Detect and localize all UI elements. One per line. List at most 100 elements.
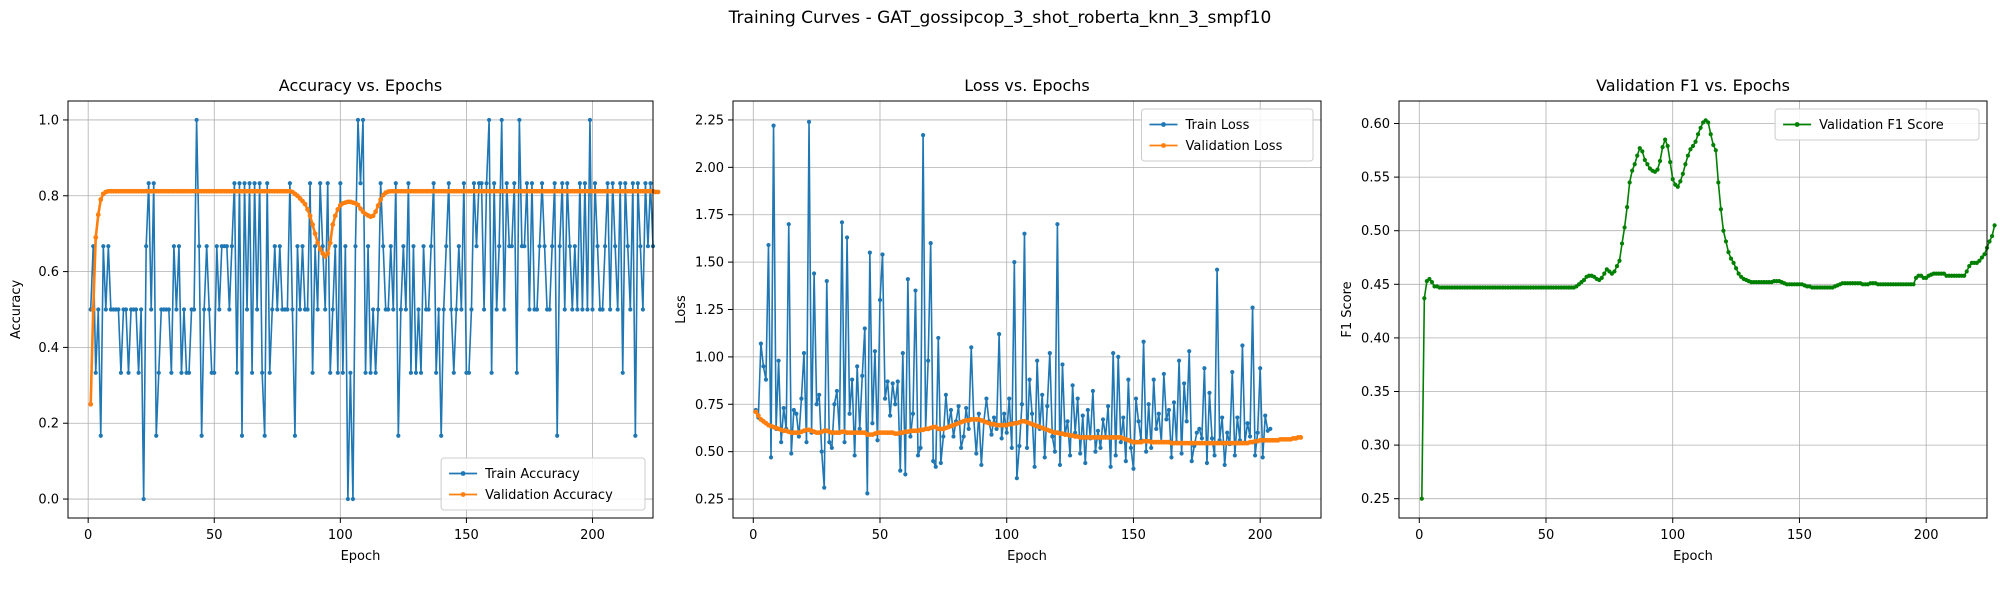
- data-point: [509, 244, 514, 249]
- data-point: [1622, 225, 1627, 230]
- data-point: [638, 244, 643, 249]
- chart-title: Validation F1 vs. Epochs: [1596, 76, 1790, 95]
- data-point: [287, 181, 292, 186]
- data-point: [1057, 462, 1063, 468]
- data-point: [1100, 417, 1106, 422]
- data-point: [643, 181, 648, 186]
- data-point: [300, 244, 305, 249]
- data-point: [227, 307, 232, 312]
- y-tick-label: 0.50: [695, 445, 724, 460]
- data-point: [285, 307, 290, 312]
- data-point: [1637, 146, 1642, 151]
- data-point: [1014, 476, 1019, 481]
- data-point: [1731, 260, 1736, 265]
- data-point: [1007, 396, 1012, 401]
- data-point: [307, 213, 313, 219]
- data-point: [1136, 419, 1141, 424]
- data-point: [1204, 460, 1210, 466]
- data-point: [494, 307, 499, 312]
- data-point: [1194, 430, 1199, 435]
- data-point: [1987, 239, 1992, 244]
- data-point: [93, 370, 98, 375]
- data-point: [338, 181, 343, 186]
- data-point: [1911, 282, 1916, 287]
- data-point: [799, 396, 804, 401]
- data-point: [1189, 459, 1194, 464]
- data-point: [1111, 351, 1116, 356]
- data-point: [360, 117, 366, 123]
- data-point: [1247, 434, 1253, 439]
- data-point: [212, 370, 217, 375]
- data-point: [1723, 239, 1729, 244]
- data-point: [974, 451, 979, 456]
- data-point: [615, 307, 620, 312]
- data-point: [431, 181, 436, 186]
- data-point: [918, 445, 923, 450]
- data-point: [875, 438, 880, 443]
- data-point: [1642, 157, 1647, 163]
- data-point: [118, 370, 124, 375]
- data-point: [572, 244, 577, 249]
- data-point: [376, 307, 381, 312]
- data-point: [350, 496, 356, 502]
- data-point: [1009, 445, 1014, 450]
- data-point: [174, 307, 179, 312]
- data-point: [365, 244, 371, 249]
- x-tick-label: 0: [84, 528, 92, 543]
- data-point: [997, 332, 1002, 337]
- series-validation-accuracy: [88, 188, 661, 407]
- data-point: [1187, 349, 1192, 354]
- data-point: [1979, 255, 1985, 260]
- data-point: [941, 434, 946, 439]
- data-point: [327, 240, 333, 246]
- data-point: [461, 181, 466, 186]
- data-point: [1055, 222, 1060, 227]
- data-point: [328, 370, 333, 375]
- data-point: [169, 370, 174, 375]
- data-point: [487, 117, 492, 123]
- data-point: [1078, 451, 1083, 456]
- data-point: [497, 244, 502, 249]
- data-point: [436, 307, 441, 312]
- data-point: [1708, 132, 1713, 137]
- data-point: [839, 220, 845, 225]
- x-tick-label: 200: [580, 528, 605, 543]
- data-point: [1090, 388, 1095, 394]
- data-point: [1113, 453, 1118, 458]
- data-point: [1093, 449, 1098, 454]
- data-point: [133, 307, 139, 312]
- data-point: [969, 345, 974, 350]
- data-point: [524, 181, 530, 186]
- data-point: [408, 370, 414, 375]
- legend-marker: [1794, 122, 1800, 127]
- legend: Validation F1 Score: [1774, 108, 1980, 141]
- data-point: [1154, 426, 1159, 432]
- data-point: [413, 370, 419, 375]
- data-point: [186, 370, 192, 375]
- data-point: [373, 370, 378, 375]
- data-point: [234, 370, 240, 375]
- data-point: [1002, 411, 1007, 416]
- x-tick-label: 100: [1660, 528, 1685, 543]
- data-point: [1060, 362, 1065, 367]
- data-point: [325, 250, 331, 256]
- data-point: [1070, 383, 1075, 388]
- data-point: [179, 370, 184, 375]
- data-point: [827, 440, 832, 445]
- data-point: [1169, 455, 1174, 460]
- data-point: [766, 242, 771, 248]
- data-point: [1680, 171, 1685, 176]
- data-point: [378, 197, 384, 202]
- y-tick-label: 0.55: [1361, 171, 1390, 186]
- plot-frame: [67, 100, 654, 519]
- data-point: [1718, 207, 1723, 212]
- y-tick-label: 0.6: [38, 265, 59, 280]
- data-point: [313, 244, 318, 249]
- data-point: [270, 307, 275, 312]
- data-point: [587, 117, 593, 123]
- data-point: [1161, 371, 1166, 377]
- data-point: [870, 421, 875, 426]
- legend-box: [1141, 108, 1314, 162]
- figure-suptitle: Training Curves - GAT_gossipcop_3_shot_r…: [728, 8, 1272, 28]
- data-point: [801, 351, 807, 356]
